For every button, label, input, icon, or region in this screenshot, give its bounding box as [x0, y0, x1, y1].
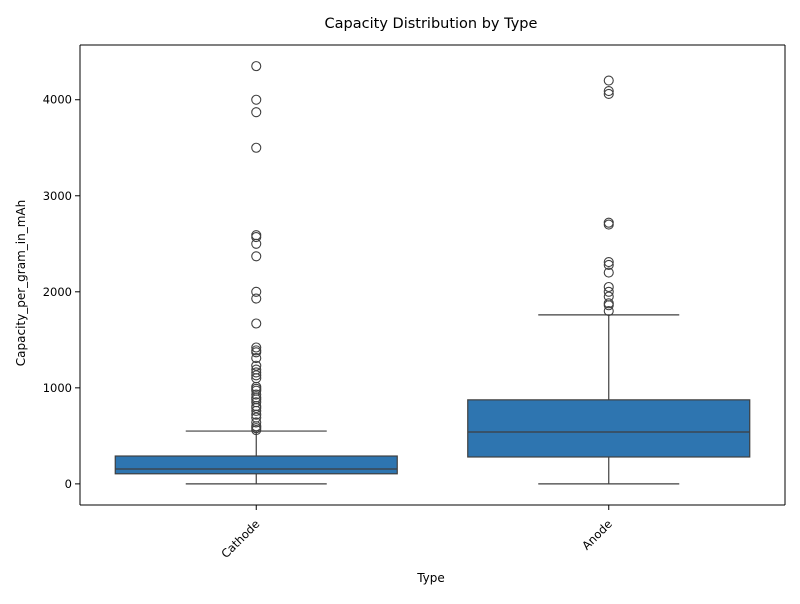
outlier-point [251, 342, 262, 353]
outlier-point [603, 267, 614, 278]
y-tick-label: 0 [65, 477, 72, 491]
iqr-box [114, 455, 398, 475]
x-tick-label: Anode [579, 517, 615, 553]
outlier-point [251, 94, 262, 105]
outlier-point [251, 402, 262, 414]
outlier-point [251, 389, 262, 400]
outlier-point [603, 300, 614, 311]
outlier-point [251, 409, 262, 420]
outlier-point [251, 251, 262, 262]
box-group-cathode [114, 61, 398, 485]
x-tick-label: Cathode [218, 517, 262, 561]
outlier-point [251, 347, 262, 358]
outlier-point [251, 107, 262, 118]
chart-title: Capacity Distribution by Type [325, 16, 538, 32]
outlier-point [603, 219, 614, 230]
outlier-point [251, 360, 262, 371]
outlier-point [251, 142, 262, 153]
y-tick-label: 4000 [43, 93, 72, 107]
outlier-point [251, 370, 262, 381]
outlier-point [251, 367, 262, 378]
outlier-point [251, 405, 262, 416]
outlier-point [603, 88, 614, 100]
x-axis-label: Type [416, 571, 445, 585]
outlier-point [603, 286, 614, 297]
outlier-point [251, 318, 262, 329]
outlier-point [251, 293, 262, 304]
outlier-point [251, 230, 262, 241]
outlier-point [603, 75, 614, 86]
box-group-anode [467, 75, 751, 485]
outlier-point [251, 232, 262, 243]
outlier-point [603, 217, 614, 228]
y-axis: 0 1000 2000 3000 4000 [43, 93, 80, 491]
outlier-point [603, 281, 614, 293]
y-tick-label: 1000 [43, 381, 72, 395]
outlier-point [251, 238, 262, 249]
axes-frame [79, 44, 786, 506]
outlier-point [603, 256, 614, 268]
outlier-point [603, 86, 614, 97]
y-tick-label: 2000 [43, 285, 72, 299]
outlier-point [603, 305, 614, 317]
outlier-point [251, 61, 262, 72]
iqr-box [467, 399, 751, 458]
x-axis: Cathode Anode [218, 505, 615, 561]
outlier-point [251, 286, 262, 297]
outlier-point [251, 353, 262, 364]
y-tick-label: 3000 [43, 189, 72, 203]
outlier-point [603, 259, 614, 270]
y-axis-label: Capacity_per_gram_in_mAh [14, 200, 28, 366]
outlier-point [251, 417, 262, 428]
outlier-point [251, 425, 262, 436]
plot-area: 0 1000 2000 3000 4000 Cathode Anode [43, 44, 786, 561]
